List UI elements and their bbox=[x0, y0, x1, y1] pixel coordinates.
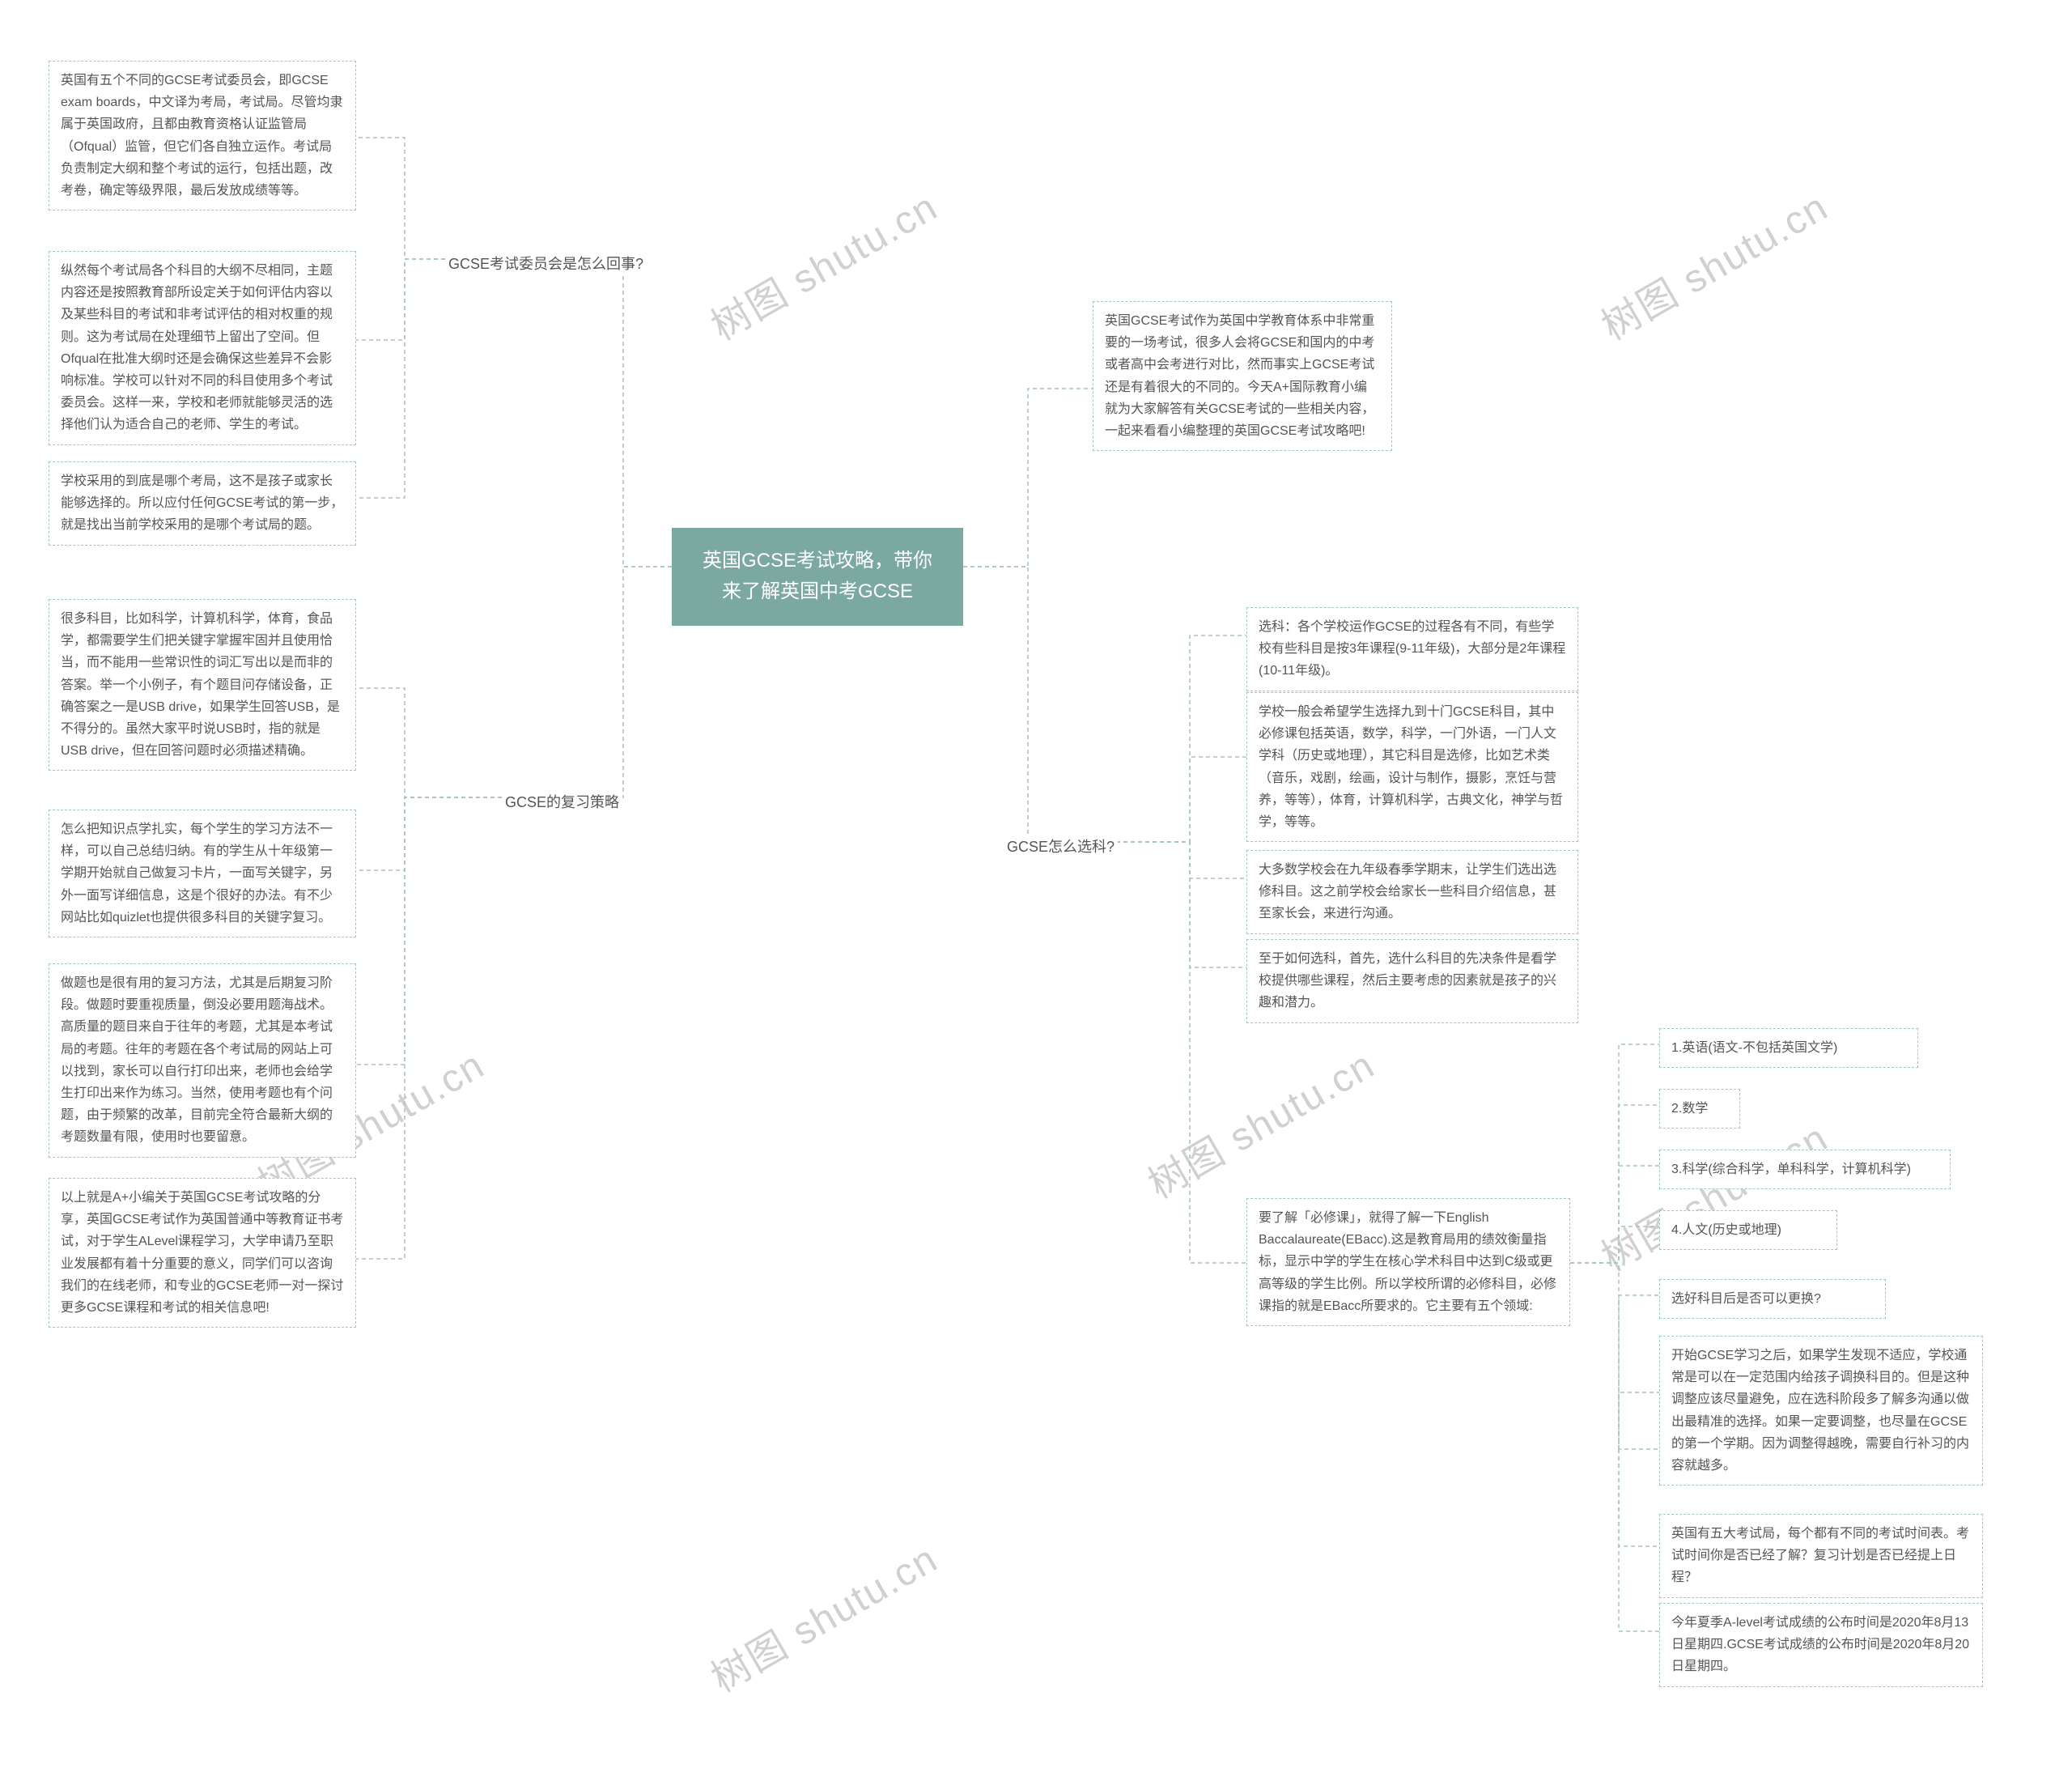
node-b2-2: 怎么把知识点学扎实，每个学生的学习方法不一样，可以自己总结归纳。有的学生从十年级… bbox=[49, 810, 356, 937]
branch-revision: GCSE的复习策略 bbox=[502, 789, 622, 814]
node-ebacc-2: 2.数学 bbox=[1659, 1089, 1740, 1129]
node-b1-1: 英国有五个不同的GCSE考试委员会，即GCSE exam boards，中文译为… bbox=[49, 61, 356, 210]
watermark: 树图 shutu.cn bbox=[698, 1527, 946, 1702]
branch-exam-boards: GCSE考试委员会是怎么回事? bbox=[445, 251, 647, 275]
watermark: 树图 shutu.cn bbox=[698, 175, 946, 351]
branch-subjects: GCSE怎么选科? bbox=[1004, 834, 1118, 858]
node-b2-1: 很多科目，比如科学，计算机科学，体育，食品学，都需要学生们把关键字掌握牢固并且使… bbox=[49, 599, 356, 771]
node-ebacc-1: 1.英语(语文-不包括英国文学) bbox=[1659, 1028, 1918, 1068]
watermark: 树图 shutu.cn bbox=[1589, 175, 1836, 351]
node-b3-4: 至于如何选科，首先，选什么科目的先决条件是看学校提供哪些课程，然后主要考虑的因素… bbox=[1246, 939, 1578, 1023]
center-node: 英国GCSE考试攻略，带你来了解英国中考GCSE bbox=[672, 528, 963, 626]
node-ebacc-4: 4.人文(历史或地理) bbox=[1659, 1210, 1837, 1250]
node-b3-3: 大多数学校会在九年级春季学期末，让学生们选出选修科目。这之前学校会给家长一些科目… bbox=[1246, 850, 1578, 934]
node-b1-2: 纵然每个考试局各个科目的大纲不尽相同，主题内容还是按照教育部所设定关于如何评估内… bbox=[49, 251, 356, 445]
watermark: 树图 shutu.cn bbox=[1589, 1106, 1836, 1282]
node-b3-7: 开始GCSE学习之后，如果学生发现不适应，学校通常是可以在一定范围内给孩子调换科… bbox=[1659, 1336, 1983, 1486]
node-b3-9: 今年夏季A-level考试成绩的公布时间是2020年8月13日星期四.GCSE考… bbox=[1659, 1603, 1983, 1687]
watermark: 树图 shutu.cn bbox=[1136, 1033, 1383, 1209]
intro-node: 英国GCSE考试作为英国中学教育体系中非常重要的一场考试，很多人会将GCSE和国… bbox=[1093, 301, 1392, 451]
node-b3-2: 学校一般会希望学生选择九到十门GCSE科目，其中必修课包括英语，数学，科学，一门… bbox=[1246, 692, 1578, 842]
node-b2-3: 做题也是很有用的复习方法，尤其是后期复习阶段。做题时要重视质量，倒没必要用题海战… bbox=[49, 963, 356, 1158]
node-b3-1: 选科：各个学校运作GCSE的过程各有不同，有些学校有些科目是按3年课程(9-11… bbox=[1246, 607, 1578, 691]
node-b3-6: 选好科目后是否可以更换? bbox=[1659, 1279, 1886, 1319]
node-b2-4: 以上就是A+小编关于英国GCSE考试攻略的分享，英国GCSE考试作为英国普通中等… bbox=[49, 1178, 356, 1328]
node-b3-5: 要了解「必修课」，就得了解一下English Baccalaureate(EBa… bbox=[1246, 1198, 1570, 1326]
node-b1-3: 学校采用的到底是哪个考局，这不是孩子或家长能够选择的。所以应付任何GCSE考试的… bbox=[49, 461, 356, 546]
node-b3-8: 英国有五大考试局，每个都有不同的考试时间表。考试时间你是否已经了解？复习计划是否… bbox=[1659, 1514, 1983, 1598]
node-ebacc-3: 3.科学(综合科学，单科科学，计算机科学) bbox=[1659, 1150, 1951, 1189]
